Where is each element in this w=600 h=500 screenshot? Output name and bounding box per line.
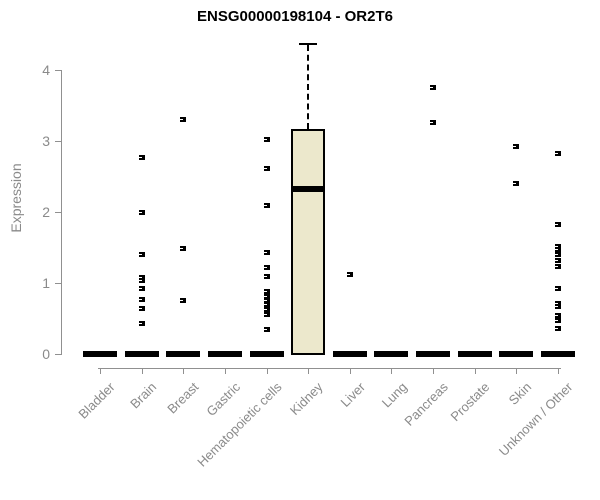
x-tick-label: Hematopoietic cells — [194, 379, 285, 470]
x-tick-label: Liver — [337, 379, 368, 410]
x-tick-label: Unknown / Other — [496, 379, 576, 459]
y-tick — [55, 70, 62, 72]
collapsed-box-bar — [416, 351, 451, 357]
x-tick — [433, 368, 435, 374]
outlier-point — [555, 300, 561, 306]
outlier-point — [555, 313, 561, 318]
whisker-line — [307, 45, 310, 130]
x-tick — [141, 368, 143, 374]
y-tick — [55, 212, 62, 214]
outlier-point — [138, 277, 145, 283]
x-tick — [474, 368, 476, 374]
x-tick-label: Skin — [505, 379, 535, 408]
outlier-point — [513, 181, 520, 187]
outlier-point — [263, 274, 270, 279]
x-tick-label: Kidney — [287, 379, 327, 419]
x-tick — [516, 368, 518, 374]
x-axis-line — [98, 368, 561, 369]
outlier-point — [263, 166, 270, 172]
collapsed-box-bar — [166, 351, 201, 357]
y-tick-label: 0 — [42, 346, 50, 362]
outlier-point — [263, 203, 270, 209]
y-tick — [55, 141, 62, 143]
outlier-point — [138, 305, 145, 311]
x-tick — [391, 368, 393, 374]
outlier-point — [263, 307, 270, 313]
x-tick-label: Breast — [164, 379, 202, 417]
outlier-point — [555, 222, 561, 228]
outlier-point — [138, 320, 145, 326]
x-tick-label: Brain — [127, 379, 160, 412]
outlier-point — [263, 327, 270, 333]
y-tick — [55, 354, 62, 355]
outlier-point — [555, 303, 561, 309]
outlier-point — [513, 143, 520, 149]
collapsed-box-bar — [457, 351, 492, 357]
outlier-point — [263, 311, 270, 317]
x-tick — [183, 368, 185, 374]
outlier-point — [555, 317, 561, 323]
x-tick-label: Gastric — [203, 379, 243, 420]
collapsed-box-bar — [332, 351, 367, 357]
whisker-cap — [299, 43, 318, 46]
outlier-point — [555, 151, 561, 157]
outlier-point — [180, 246, 187, 252]
outlier-point — [555, 243, 561, 249]
outlier-point — [430, 120, 437, 126]
collapsed-box-bar — [124, 351, 159, 357]
median-line — [291, 185, 326, 192]
outlier-point — [555, 247, 561, 253]
x-tick — [308, 368, 310, 374]
outlier-point — [346, 271, 353, 277]
collapsed-box-bar — [207, 351, 242, 357]
collapsed-box-bar — [83, 351, 117, 357]
y-tick — [55, 283, 62, 285]
outlier-point — [138, 297, 145, 303]
outlier-point — [138, 210, 145, 216]
outlier-point — [555, 264, 561, 270]
x-tick-label: Lung — [378, 379, 410, 411]
x-tick — [558, 368, 559, 374]
y-tick-label: 2 — [42, 204, 50, 221]
collapsed-box-bar — [541, 351, 575, 357]
outlier-point — [263, 264, 270, 270]
outlier-point — [180, 298, 187, 304]
x-tick-label: Bladder — [75, 379, 118, 422]
y-tick-label: 1 — [42, 275, 50, 292]
outlier-point — [430, 84, 437, 90]
outlier-point — [138, 154, 145, 160]
outlier-point — [263, 293, 270, 299]
collapsed-box-bar — [249, 351, 284, 357]
x-tick-label: Pancreas — [401, 379, 451, 429]
outlier-point — [263, 249, 270, 255]
y-tick-label: 4 — [42, 62, 50, 79]
collapsed-box-bar — [374, 351, 409, 357]
y-axis-title: Expression — [8, 163, 24, 233]
x-tick-label: Prostate — [447, 379, 493, 425]
outlier-point — [263, 302, 270, 308]
y-tick-label: 3 — [42, 133, 50, 150]
x-tick — [349, 368, 351, 374]
collapsed-box-bar — [499, 351, 534, 357]
outlier-point — [263, 298, 270, 304]
box — [291, 129, 326, 355]
outlier-point — [555, 252, 561, 258]
chart-title: ENSG00000198104 - OR2T6 — [197, 8, 393, 25]
x-tick — [224, 368, 226, 374]
outlier-point — [263, 288, 270, 294]
outlier-point — [138, 252, 145, 258]
x-tick — [100, 368, 101, 374]
outlier-point — [180, 117, 187, 123]
outlier-point — [555, 325, 561, 331]
outlier-point — [263, 137, 270, 143]
x-tick — [266, 368, 268, 374]
outlier-point — [555, 258, 561, 264]
outlier-point — [555, 286, 561, 292]
outlier-point — [138, 286, 145, 292]
